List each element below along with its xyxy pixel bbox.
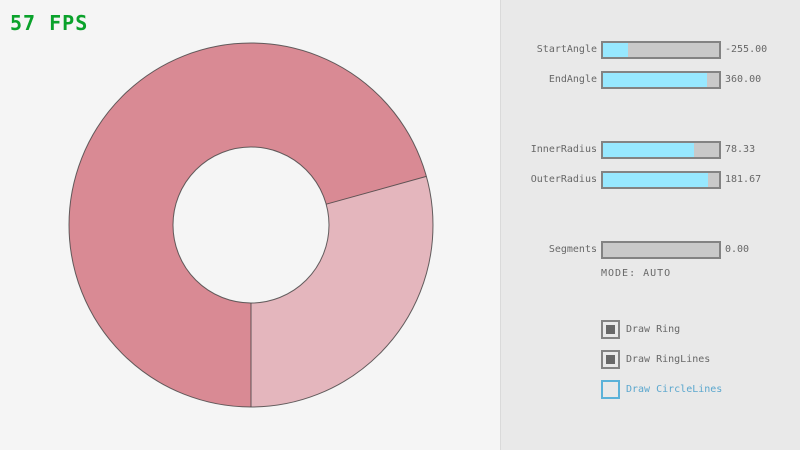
segments-mode-text: MODE: AUTO <box>601 268 672 279</box>
outer-radius-slider-row: OuterRadius 181.67 <box>501 171 800 189</box>
end-angle-slider-row: EndAngle 360.00 <box>501 71 800 89</box>
ring-figure <box>68 42 434 408</box>
inner-radius-label: InnerRadius <box>530 144 597 155</box>
start-angle-slider-fill <box>603 43 629 57</box>
start-angle-slider[interactable] <box>601 41 721 59</box>
segments-slider[interactable] <box>601 241 721 259</box>
ring-end-line <box>326 175 427 205</box>
ring-light-sector <box>251 176 434 407</box>
segments-value: 0.00 <box>725 244 750 255</box>
draw-ring-checkbox-row: Draw Ring <box>601 320 800 339</box>
outer-radius-slider[interactable] <box>601 171 721 189</box>
segments-slider-row: Segments 0.00 <box>501 241 800 259</box>
ring-inner-line <box>172 146 330 304</box>
outer-radius-label: OuterRadius <box>530 174 597 185</box>
end-angle-value: 360.00 <box>725 74 762 85</box>
end-angle-slider[interactable] <box>601 71 721 89</box>
outer-radius-value: 181.67 <box>725 174 762 185</box>
start-angle-value: -255.00 <box>725 44 768 55</box>
inner-radius-slider-fill <box>603 143 694 157</box>
draw-circlelines-label: Draw CircleLines <box>626 384 723 395</box>
inner-radius-slider[interactable] <box>601 141 721 159</box>
inner-radius-slider-row: InnerRadius 78.33 <box>501 141 800 159</box>
draw-ringlines-checkbox-row: Draw RingLines <box>601 350 800 369</box>
draw-ringlines-checkmark <box>606 355 615 364</box>
draw-circlelines-checkbox[interactable] <box>601 380 620 399</box>
draw-ring-label: Draw Ring <box>626 324 681 335</box>
inner-radius-value: 78.33 <box>725 144 756 155</box>
draw-ring-checkmark <box>606 325 615 334</box>
draw-circlelines-checkbox-row: Draw CircleLines <box>601 380 800 399</box>
fps-counter: 57 FPS <box>10 11 89 35</box>
end-angle-label: EndAngle <box>548 74 597 85</box>
start-angle-label: StartAngle <box>536 44 597 55</box>
draw-ring-checkbox[interactable] <box>601 320 620 339</box>
start-angle-slider-row: StartAngle -255.00 <box>501 41 800 59</box>
outer-radius-slider-fill <box>603 173 709 187</box>
end-angle-slider-fill <box>603 73 708 87</box>
control-panel: StartAngle -255.00 EndAngle 360.00 Inner… <box>500 0 800 450</box>
segments-label: Segments <box>548 244 597 255</box>
draw-ringlines-checkbox[interactable] <box>601 350 620 369</box>
draw-canvas: 57 FPS <box>10 11 434 408</box>
draw-ringlines-label: Draw RingLines <box>626 354 711 365</box>
